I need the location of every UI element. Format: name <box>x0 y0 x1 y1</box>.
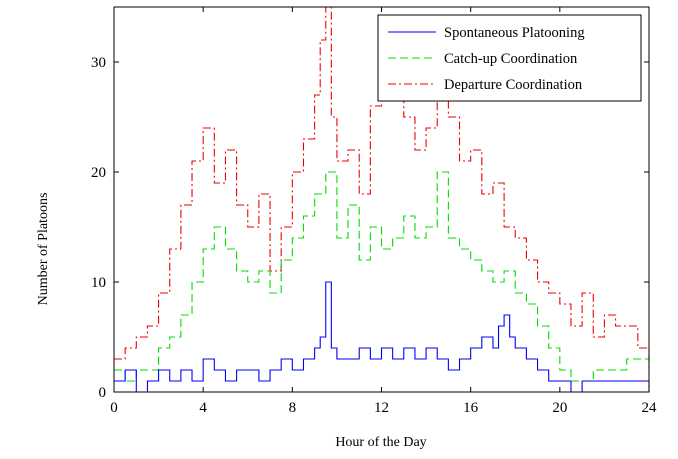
x-tick-label: 16 <box>463 400 479 416</box>
y-axis-label: Number of Platoons <box>36 193 51 306</box>
x-tick-label: 24 <box>642 400 658 416</box>
ticks-layer: 0 4 8 12 16 20 24 0 10 20 30 <box>91 7 657 416</box>
y-tick-label: 0 <box>99 385 107 401</box>
y-tick-label: 20 <box>91 165 106 181</box>
y-tick-label: 30 <box>91 55 106 71</box>
x-tick-label: 20 <box>552 400 567 416</box>
x-tick-label: 8 <box>289 400 297 416</box>
legend-label-2: Departure Coordination <box>444 77 583 93</box>
series-line-1 <box>114 171 650 382</box>
legend-box <box>377 14 642 102</box>
legend-label-0: Spontaneous Platooning <box>444 25 585 41</box>
series-line-0 <box>114 281 650 393</box>
x-axis-label: Hour of the Day <box>335 435 426 450</box>
x-tick-label: 0 <box>110 400 118 416</box>
series-line-2 <box>114 6 650 370</box>
x-tick-label: 4 <box>199 400 207 416</box>
x-tick-label: 12 <box>374 400 389 416</box>
y-tick-label: 10 <box>91 275 106 291</box>
legend-label-1: Catch-up Coordination <box>444 51 578 67</box>
series-layer <box>114 6 650 393</box>
legend: Spontaneous Platooning Catch-up Coordinat… <box>377 14 642 102</box>
